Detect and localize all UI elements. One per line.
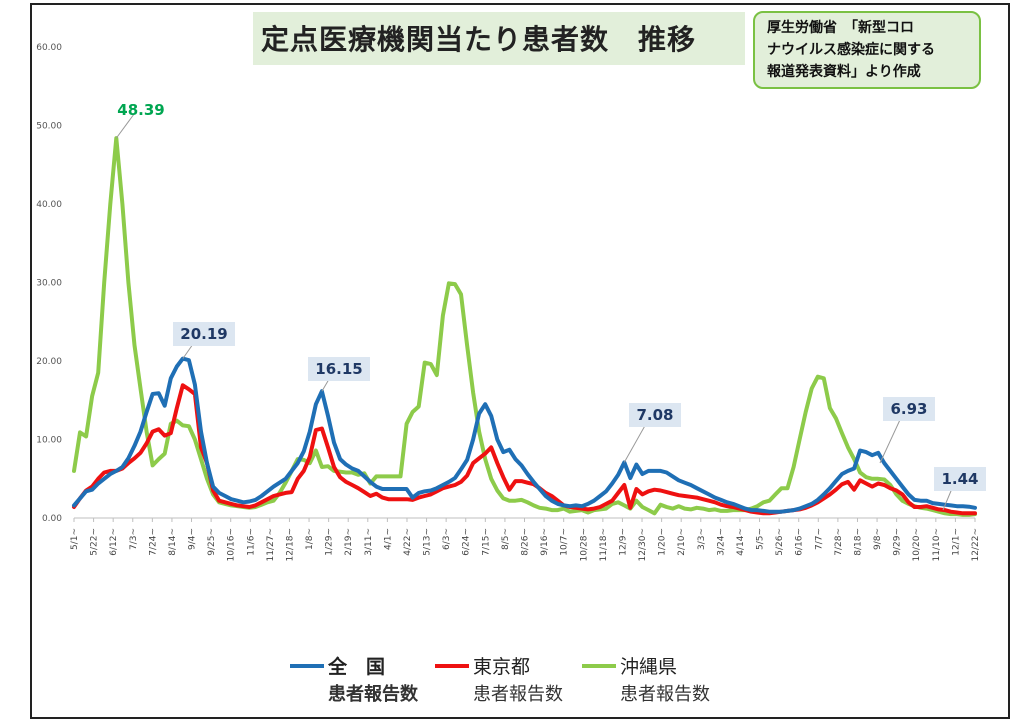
legend-label-tokyo: 東京都: [473, 656, 531, 678]
x-tick-label: 12/30~: [638, 528, 648, 561]
callout-label: 48.39: [117, 101, 164, 119]
x-tick-label: 10/28~: [579, 528, 589, 561]
x-tick-label: 7/7~: [814, 528, 824, 550]
y-tick-label: 40.00: [36, 200, 62, 210]
x-tick-label: 7/28~: [834, 528, 844, 556]
legend-label-national: 全 国: [328, 656, 386, 678]
x-tick-label: 3/11~: [364, 528, 374, 556]
callout-box: [629, 403, 681, 427]
chart-title-box: 定点医療機関当たり患者数 推移: [253, 12, 745, 65]
callout-label: 6.93: [890, 400, 927, 418]
x-tick-label: 2/19~: [344, 528, 354, 556]
callout-box: [308, 357, 370, 381]
x-tick-label: 11/6~: [246, 528, 256, 556]
x-tick-label: 6/24~: [462, 528, 472, 556]
x-tick-label: 12/9~: [618, 528, 628, 556]
callout-label: 7.08: [636, 406, 673, 424]
x-tick-label: 10/16~: [227, 528, 237, 561]
x-tick-label: 5/5~: [756, 528, 766, 550]
legend-sub-okinawa: 患者報告数: [620, 684, 710, 705]
x-tick-label: 4/14~: [736, 528, 746, 556]
y-tick-label: 60.00: [36, 43, 62, 53]
series-line-tokyo: [72, 383, 977, 516]
callout-label: 1.44: [941, 470, 978, 488]
callout-label: 20.19: [180, 325, 227, 343]
x-tick-label: 12/22~: [971, 528, 981, 561]
x-tick-label: 12/18~: [285, 528, 295, 561]
x-tick-label: 9/4~: [188, 528, 198, 550]
callout-leader: [115, 109, 138, 139]
x-tick-label: 8/18~: [853, 528, 863, 556]
x-tick-label: 5/1~: [70, 528, 80, 550]
x-tick-label: 11/27~: [266, 528, 276, 561]
y-tick-label: 20.00: [36, 357, 62, 367]
source-note-box: 厚生労働省 「新型コロ ナウイルス感染症に関する 報道発表資料」より作成: [753, 11, 981, 89]
x-tick-label: 1/29~: [325, 528, 335, 556]
x-tick-label: 7/15~: [481, 528, 491, 556]
callout-box: [173, 322, 235, 346]
x-tick-label: 11/18~: [599, 528, 609, 561]
x-tick-label: 1/20~: [658, 528, 668, 556]
legend-sub-tokyo: 患者報告数: [473, 684, 563, 705]
x-tick-label: 6/3~: [442, 528, 452, 550]
series-line-national: [72, 356, 977, 514]
y-tick-label: 30.00: [36, 279, 62, 289]
x-tick-label: 4/1~: [383, 528, 393, 550]
x-tick-label: 8/14~: [168, 528, 178, 556]
x-tick-label: 2/10~: [677, 528, 687, 556]
y-tick-label: 0.00: [42, 514, 62, 524]
x-tick-label: 6/16~: [795, 528, 805, 556]
x-tick-label: 8/5~: [501, 528, 511, 550]
x-tick-label: 5/26~: [775, 528, 785, 556]
x-tick-label: 3/3~: [697, 528, 707, 550]
legend-swatch-tokyo: [435, 664, 469, 668]
x-tick-label: 7/24~: [148, 528, 158, 556]
callout-box: [934, 467, 986, 491]
callout-label: 16.15: [315, 360, 362, 378]
x-tick-label: 1/8~: [305, 528, 315, 550]
legend-sub-national: 患者報告数: [328, 684, 418, 705]
y-tick-label: 10.00: [36, 436, 62, 446]
x-tick-label: 5/22~: [90, 528, 100, 556]
chart-frame: [30, 3, 1010, 719]
y-tick-label: 50.00: [36, 122, 62, 132]
callout-box: [883, 397, 935, 421]
x-tick-label: 10/7~: [560, 528, 570, 556]
chart-title: 定点医療機関当たり患者数 推移: [261, 23, 697, 56]
x-tick-label: 12/1~: [951, 528, 961, 556]
legend-swatch-okinawa: [582, 664, 616, 668]
x-tick-label: 9/8~: [873, 528, 883, 550]
x-tick-label: 11/10~: [932, 528, 942, 561]
x-tick-label: 6/12~: [109, 528, 119, 556]
x-tick-label: 10/20~: [912, 528, 922, 561]
x-tick-label: 9/25~: [207, 528, 217, 556]
source-note: 厚生労働省 「新型コロ ナウイルス感染症に関する 報道発表資料」より作成: [767, 20, 935, 80]
x-tick-label: 8/26~: [521, 528, 531, 556]
x-tick-label: 7/3~: [129, 528, 139, 550]
legend-label-okinawa: 沖縄県: [620, 656, 678, 678]
legend-swatch-national: [290, 664, 324, 668]
x-tick-label: 9/16~: [540, 528, 550, 556]
x-tick-label: 3/24~: [716, 528, 726, 556]
x-tick-label: 5/13~: [423, 528, 433, 556]
x-tick-label: 4/22~: [403, 528, 413, 556]
x-tick-label: 9/29~: [893, 528, 903, 556]
